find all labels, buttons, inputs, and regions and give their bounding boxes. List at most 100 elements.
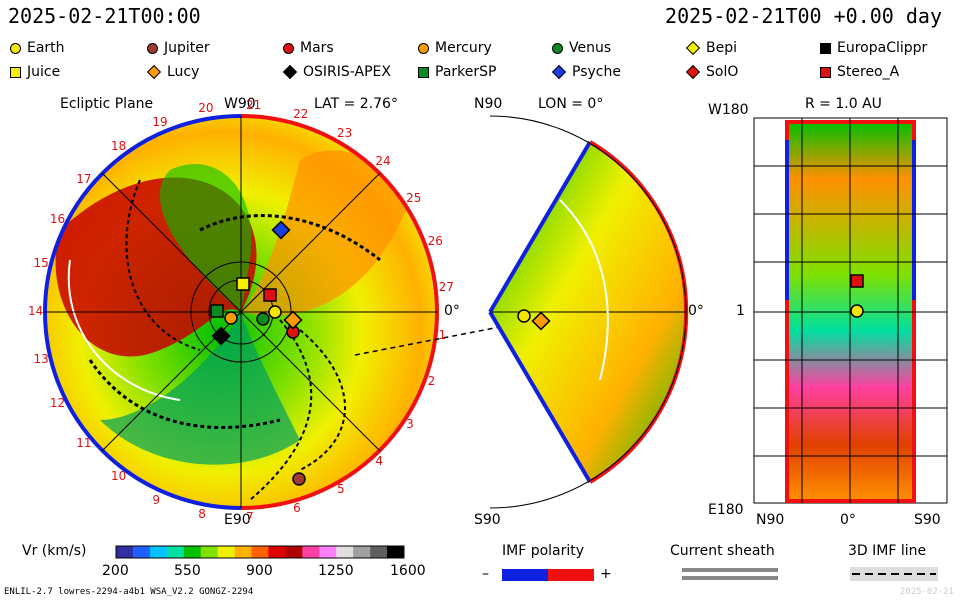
stereo-a-marker: [263, 288, 277, 302]
legend-label: OSIRIS-APEX: [303, 64, 391, 80]
colorbar-tick-label: 550: [174, 563, 201, 579]
circle-marker-icon: [283, 42, 294, 54]
meridional-bottom-label: S90: [474, 512, 501, 528]
colorbar-segment: [319, 546, 337, 558]
radial-stereo-a-marker: [850, 274, 864, 288]
ring-2: [190, 261, 292, 363]
jupiter-marker: [292, 472, 306, 486]
colorbar-segment: [268, 546, 286, 558]
radial-axis-s: S90: [914, 512, 941, 528]
carrington-label: 25: [406, 190, 422, 205]
legend-item-stereo-a: Stereo_A: [820, 64, 899, 80]
colorbar-segment: [116, 546, 134, 558]
colorbar-tick-label: 900: [246, 563, 273, 579]
lucy-marker: [283, 310, 303, 330]
meridional-panel: [488, 115, 689, 509]
carrington-label: 18: [110, 138, 127, 153]
carrington-label: 22: [293, 106, 309, 121]
earth-marker: [268, 305, 282, 319]
radial-axis-0: 0°: [840, 512, 856, 528]
osiris-marker: [211, 326, 231, 346]
legend-label: Stereo_A: [837, 64, 900, 80]
legend-item-mars: Mars: [283, 40, 334, 56]
colorbar-tick-label: 1600: [390, 563, 426, 579]
legend-item-juice: Juice: [10, 64, 60, 80]
colorbar-tick-label: 200: [102, 563, 129, 579]
legend-label: ParkerSP: [435, 64, 497, 80]
imf-minus: –: [482, 566, 489, 582]
legend-item-bepi: Bepi: [685, 40, 737, 56]
legend-item-earth: Earth: [10, 40, 65, 56]
timestamp-left: 2025-02-21T00:00: [8, 4, 201, 28]
meridional-edge-s: [488, 310, 592, 484]
legend-label: SolO: [706, 64, 739, 80]
footer-left: ENLIL-2.7 lowres-2294-a4b1 WSA_V2.2 GONG…: [4, 587, 254, 597]
colorbar-segment: [183, 546, 202, 558]
circle-marker-icon: [10, 42, 21, 54]
square-marker-icon: [418, 66, 429, 78]
square-marker-icon: [820, 66, 831, 78]
radial-mid-left-label: 1: [736, 303, 745, 319]
colorbar-segment: [200, 546, 219, 558]
imf-positive-bar: [548, 569, 594, 581]
legend-label: EuropaClippr: [837, 40, 928, 56]
colorbar-segment: [302, 546, 320, 558]
footer-right: 2025-02-21: [899, 587, 954, 597]
meridional-top-label: N90: [474, 96, 503, 112]
meridional-lon-label: LON = 0°: [538, 96, 604, 112]
ecliptic-lat-label: LAT = 2.76°: [314, 96, 398, 112]
imf-label: IMF polarity: [502, 543, 585, 559]
imf-line-3: [299, 329, 346, 471]
colorbar-segment: [285, 546, 303, 558]
ecliptic-top-label: W90: [224, 96, 256, 112]
circle-marker-icon: [147, 42, 158, 54]
carrington-label: 23: [337, 125, 353, 140]
carrington-label: 27: [438, 280, 454, 295]
meridional-lucy-marker: [531, 311, 551, 331]
sheath-label: Current sheath: [670, 543, 775, 559]
colorbar-segment: [217, 546, 236, 558]
sheath-contour: [67, 259, 181, 401]
legend-item-psyche: Psyche: [551, 64, 621, 80]
carrington-label: 12: [49, 396, 66, 411]
meridional-earth-marker: [517, 309, 531, 323]
colorbar-tick-label: 1250: [318, 563, 354, 579]
imf-negative-bar: [502, 569, 548, 581]
legend-label: Bepi: [706, 40, 737, 56]
colorbar-segment: [251, 546, 269, 558]
legend-label: Psyche: [572, 64, 621, 80]
carrington-label: 6: [293, 501, 301, 516]
carrington-label: 24: [375, 154, 391, 169]
carrington-label: 17: [76, 171, 92, 186]
meridional-right-label: 0°: [688, 303, 704, 319]
legend-label: Juice: [27, 64, 61, 80]
carrington-label: 11: [76, 436, 92, 451]
square-marker-icon: [10, 66, 21, 78]
colorbar-segment: [387, 546, 405, 558]
carrington-label: 16: [49, 211, 66, 226]
carrington-label: 1: [438, 327, 447, 342]
legend-item-mercury: Mercury: [418, 40, 492, 56]
legend-label: Mercury: [435, 40, 492, 56]
parker-marker: [210, 304, 224, 318]
colorbar-segment: [166, 546, 185, 558]
ecliptic-diag-2: [101, 172, 381, 452]
ecliptic-right-label: 0°: [444, 303, 460, 319]
colorbar-segment: [149, 546, 168, 558]
colorbar-segment: [336, 546, 354, 558]
legend-item-parkersp: ParkerSP: [418, 64, 496, 80]
ecliptic-title: Ecliptic Plane: [60, 96, 154, 112]
legend-label: Jupiter: [164, 40, 210, 56]
circle-marker-icon: [418, 42, 429, 54]
carrington-label: 8: [198, 506, 206, 521]
legend-item-solo: SolO: [685, 64, 739, 80]
legend-label: Earth: [27, 40, 65, 56]
legend-item-jupiter: Jupiter: [147, 40, 210, 56]
venus-marker: [256, 312, 270, 326]
carrington-label: 15: [33, 256, 49, 271]
legend-label: Lucy: [167, 64, 200, 80]
mercury-marker: [224, 311, 238, 325]
current-sheet-line-2: [199, 214, 381, 262]
psyche-marker: [271, 220, 291, 240]
